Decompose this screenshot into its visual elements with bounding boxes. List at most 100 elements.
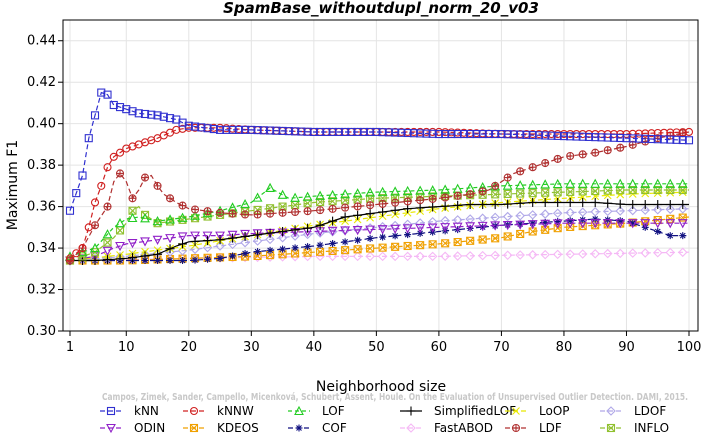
data-point-ldf [491, 181, 500, 190]
data-point-knn [597, 133, 606, 142]
data-point-lof [540, 179, 551, 189]
data-point-fastabod [340, 251, 350, 262]
data-point-inflo [103, 238, 112, 247]
x-tick-label: 70 [493, 340, 510, 355]
data-point-knn [191, 122, 200, 131]
data-point-odin [602, 219, 613, 229]
data-point-ldof [252, 236, 263, 246]
data-point-fastabod [640, 248, 651, 258]
data-point-simplifiedlof [503, 199, 513, 209]
data-point-lof [390, 186, 401, 196]
data-point-ldf [103, 202, 112, 211]
data-point-knn [472, 129, 481, 139]
data-point-ldof [652, 204, 663, 215]
data-point-knn [84, 134, 93, 143]
data-point-ldof [665, 204, 676, 215]
data-point-kdeos [416, 241, 425, 250]
data-point-lof [340, 188, 351, 199]
legend-swatch-marker [512, 407, 520, 415]
series-knn [65, 88, 694, 215]
series-line-lof [69, 183, 689, 257]
data-point-lof [577, 178, 588, 188]
data-point-knn [184, 121, 193, 130]
x-tick-label: 1 [66, 340, 74, 355]
data-point-knn [553, 131, 562, 140]
data-point-fastabod [652, 247, 663, 258]
data-point-knn [228, 125, 237, 134]
legend-swatch-marker [406, 423, 416, 433]
data-point-knn [459, 129, 468, 139]
data-point-simplifiedlof [265, 228, 275, 238]
data-point-ldf [291, 207, 300, 217]
data-point-simplifiedlof [165, 244, 175, 254]
data-point-fastabod [490, 250, 500, 261]
data-point-odin [102, 246, 113, 256]
y-tick-label: 0.40 [27, 117, 56, 132]
legend-label: COF [322, 421, 347, 434]
x-tick-label: 100 [677, 340, 702, 355]
data-point-simplifiedlof [640, 200, 650, 210]
data-point-ldof [527, 210, 538, 220]
data-point-lof [102, 229, 113, 239]
data-point-fastabod [477, 250, 488, 261]
y-tick-label: 0.30 [27, 324, 56, 339]
data-point-cof [216, 254, 224, 262]
data-point-knn [578, 132, 587, 141]
data-point-knn [416, 129, 425, 138]
data-point-knn [303, 127, 312, 136]
series-ldof [65, 204, 690, 266]
legend-swatch-marker [294, 405, 304, 416]
data-point-ldf [416, 196, 425, 205]
data-point-lof [265, 182, 275, 192]
data-point-simplifiedlof [528, 197, 538, 207]
data-point-knn [309, 127, 318, 137]
data-point-simplifiedlof [303, 223, 313, 233]
data-point-knn [222, 125, 231, 134]
data-point-lof [190, 210, 200, 220]
data-point-inflo [541, 188, 550, 197]
legend-label: kNN [134, 404, 159, 418]
data-point-ldof [502, 211, 513, 222]
data-point-fastabod [627, 248, 638, 258]
data-point-knn [159, 112, 168, 121]
data-point-lof [127, 212, 138, 223]
data-point-knn [566, 132, 575, 141]
data-point-ldf [403, 197, 412, 206]
data-point-ldf [178, 201, 187, 210]
data-point-lof [240, 198, 250, 209]
data-point-knn [397, 128, 406, 137]
y-tick-label: 0.38 [27, 158, 56, 173]
data-point-knn [140, 109, 150, 119]
data-point-knn [591, 133, 600, 142]
data-point-simplifiedlof [490, 200, 500, 210]
data-point-simplifiedlof [578, 197, 588, 207]
data-point-ldof [540, 209, 550, 219]
data-point-knn [165, 114, 175, 123]
data-point-ldf [253, 210, 262, 219]
data-point-lof [352, 188, 363, 198]
legend: kNN kNNW LOF SimplifiedLOF LoOP LDOF ODIN KDEOS… [100, 404, 669, 434]
data-point-knn [666, 135, 675, 144]
data-point-knn [216, 125, 225, 134]
data-point-cof [654, 227, 662, 235]
data-point-ldof [590, 207, 600, 217]
data-point-knn [384, 128, 393, 137]
data-point-knn [641, 134, 650, 143]
data-point-odin [427, 223, 438, 233]
data-point-simplifiedlof [315, 220, 325, 230]
legend-item-ldf: LDF [505, 421, 562, 434]
legend-label: FastABOD [434, 421, 493, 434]
data-point-knn [234, 125, 243, 134]
data-point-simplifiedlof [603, 198, 613, 208]
data-point-simplifiedlof [203, 236, 213, 246]
data-point-knn [272, 126, 281, 135]
legend-swatch-marker [189, 406, 199, 416]
data-point-odin [477, 221, 488, 232]
axis-ticks: 0.30 0.32 0.34 0.36 0.38 0.40 0.42 0.44 1 10 20 30 4… [27, 34, 701, 355]
data-point-simplifiedlof [378, 207, 388, 217]
data-point-knn [434, 129, 443, 139]
data-point-knn [153, 111, 162, 120]
data-point-fastabod [540, 249, 550, 260]
data-point-kdeos [453, 238, 462, 247]
data-point-knn [378, 128, 387, 137]
